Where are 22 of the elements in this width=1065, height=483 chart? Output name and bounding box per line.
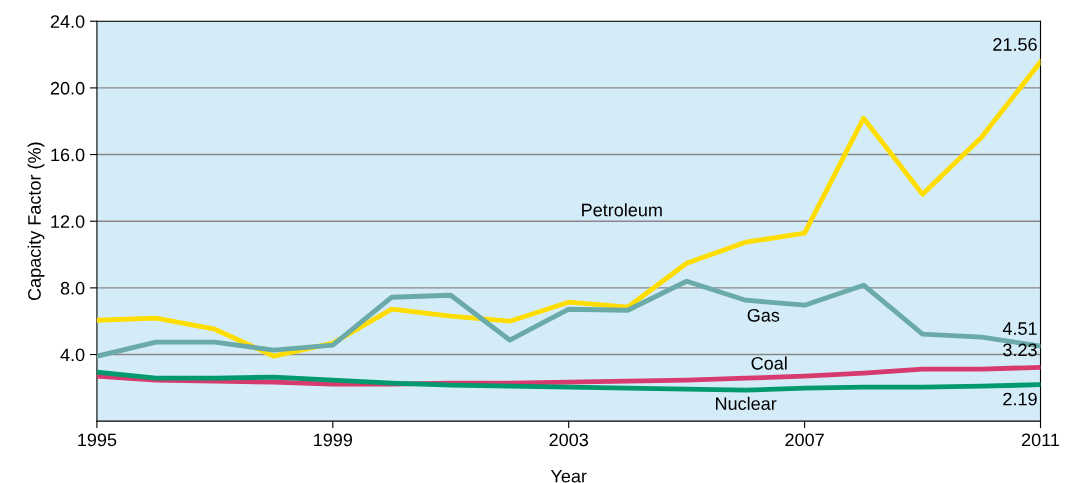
data-label: 21.56: [993, 38, 1037, 51]
y-tick-label: 4.0: [60, 348, 85, 362]
series-label: Gas: [747, 308, 780, 322]
x-tick-label: 1999: [314, 433, 353, 447]
x-tick-label: 2007: [785, 433, 824, 447]
y-axis-title: Capacity Factor (%): [27, 142, 45, 301]
data-label: 3.23: [1003, 343, 1037, 357]
data-label: 2.19: [1003, 392, 1037, 406]
y-tick-label: 12.0: [51, 215, 85, 228]
series-label: Nuclear: [716, 396, 777, 411]
line-series: [96, 369, 1041, 393]
y-tick-label: 16.0: [51, 148, 85, 162]
text: Petroleum: [582, 203, 662, 217]
x-tick-label: 1995: [78, 433, 117, 447]
data-label: 4.51: [1002, 322, 1037, 335]
series-label: Coal: [751, 356, 787, 370]
y-tick-label: 8.0: [60, 281, 85, 295]
x-tick-label: 2011: [1022, 433, 1060, 447]
y-tick-label: 20.0: [50, 81, 85, 95]
y-tick-label: 24.0: [50, 15, 85, 28]
x-axis-title: Year: [550, 469, 587, 483]
x-tick-label: 2003: [549, 433, 588, 447]
